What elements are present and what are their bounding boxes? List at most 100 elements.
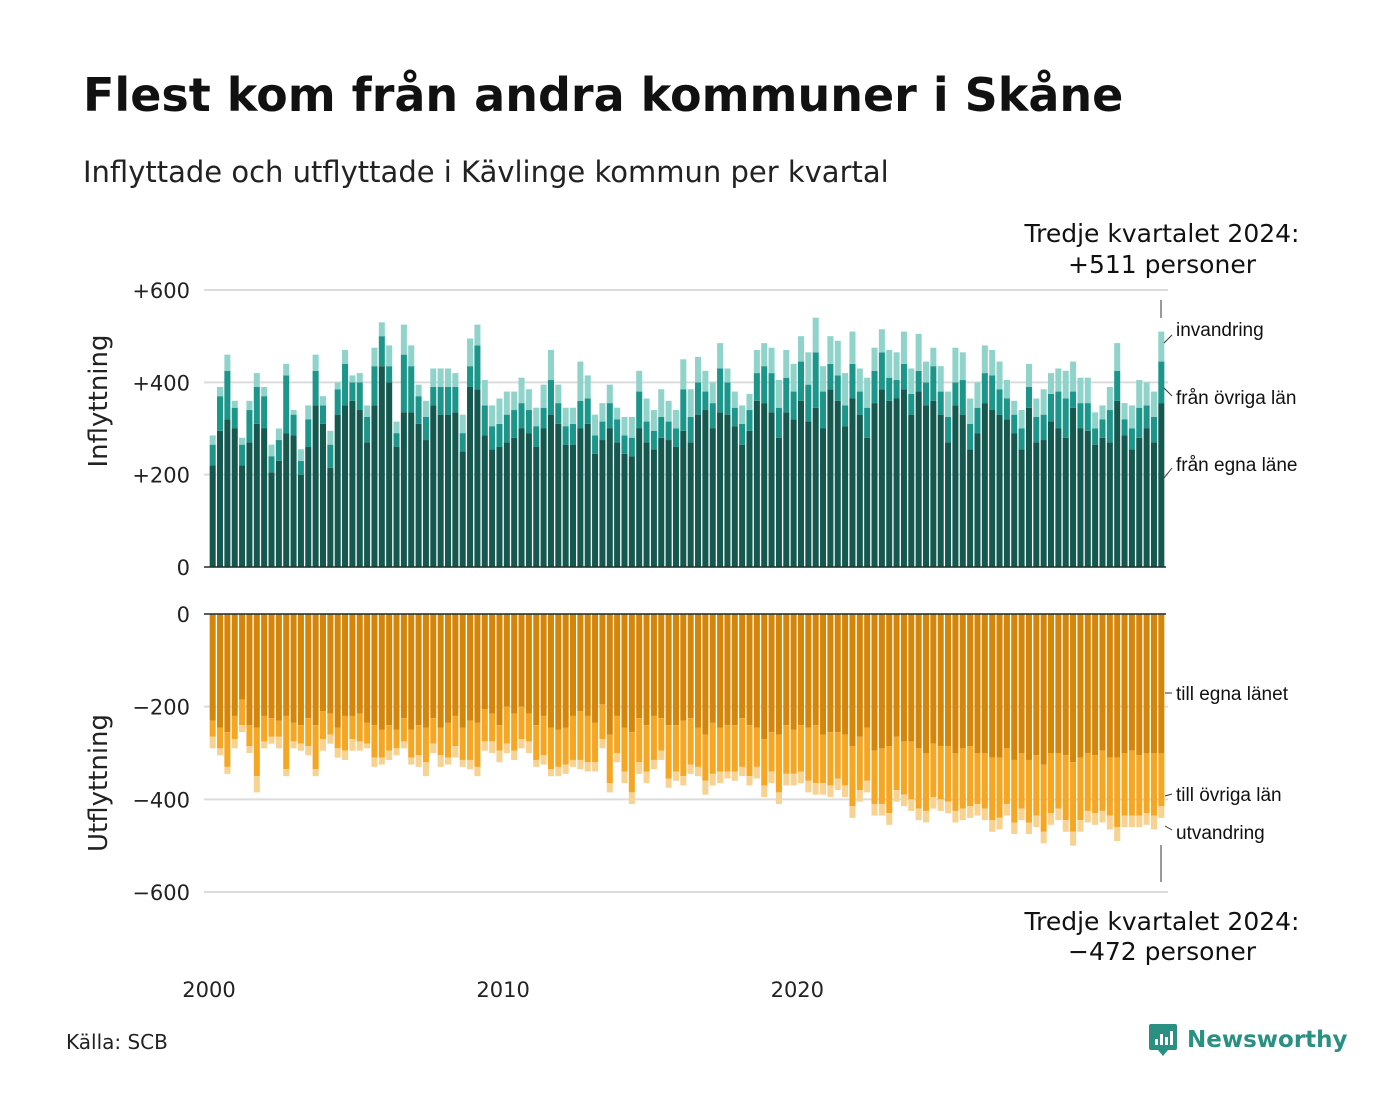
bar-in-fran-egna-lane xyxy=(319,423,326,567)
bar-out-utvandring xyxy=(783,773,790,786)
chart-title: Flest kom från andra kommuner i Skåne xyxy=(83,68,1124,122)
bar-out-till-ovriga-lan xyxy=(1114,757,1121,828)
bar-in-fran-egna-lane xyxy=(672,446,679,567)
bar-in-fran-egna-lane xyxy=(268,472,275,567)
bar-out-utvandring xyxy=(989,820,996,832)
bar-in-invandring xyxy=(856,368,863,392)
bar-out-till-egna-lanet xyxy=(996,614,1003,758)
bar-in-fran-ovriga-lan xyxy=(305,419,312,447)
bar-in-fran-egna-lane xyxy=(408,412,415,567)
bar-in-fran-egna-lane xyxy=(1070,407,1077,567)
bar-in-invandring xyxy=(922,361,930,383)
bar-in-invandring xyxy=(555,384,562,404)
bar-out-till-egna-lanet xyxy=(864,614,871,728)
bar-out-utvandring xyxy=(658,750,665,760)
bar-out-utvandring xyxy=(1084,810,1091,823)
bar-in-invandring xyxy=(937,366,944,392)
bar-in-fran-ovriga-lan xyxy=(959,380,966,415)
bar-out-utvandring xyxy=(467,759,474,770)
bar-in-fran-egna-lane xyxy=(967,449,974,567)
bar-in-fran-egna-lane xyxy=(570,444,577,567)
bar-in-fran-egna-lane xyxy=(386,382,393,567)
bar-in-invandring xyxy=(547,350,554,381)
bar-out-till-egna-lanet xyxy=(540,614,547,716)
bar-in-fran-ovriga-lan xyxy=(856,391,863,415)
bar-in-fran-egna-lane xyxy=(900,389,907,567)
bar-in-fran-ovriga-lan xyxy=(268,456,275,473)
bar-in-fran-egna-lane xyxy=(584,423,591,567)
bar-out-till-egna-lanet xyxy=(1092,614,1099,756)
bar-out-utvandring xyxy=(334,748,341,758)
bar-out-utvandring xyxy=(628,792,635,804)
bar-out-utvandring xyxy=(687,764,694,774)
bar-in-fran-egna-lane xyxy=(452,412,459,567)
bar-out-till-egna-lanet xyxy=(687,614,694,719)
bar-in-fran-ovriga-lan xyxy=(290,414,297,436)
bar-in-fran-ovriga-lan xyxy=(981,373,988,404)
bar-in-invandring xyxy=(268,444,275,457)
bar-in-fran-egna-lane xyxy=(709,428,716,567)
bar-in-fran-ovriga-lan xyxy=(1092,428,1099,445)
bar-out-utvandring xyxy=(474,766,481,777)
bar-in-fran-egna-lane xyxy=(592,453,599,567)
bar-out-utvandring xyxy=(937,799,944,811)
bar-out-till-ovriga-lan xyxy=(275,720,282,737)
bar-in-invandring xyxy=(1158,331,1165,362)
bar-out-till-ovriga-lan xyxy=(217,727,224,749)
bar-out-till-egna-lanet xyxy=(856,614,863,737)
bar-in-fran-ovriga-lan xyxy=(1150,416,1157,443)
bar-in-fran-egna-lane xyxy=(474,389,481,567)
bar-in-invandring xyxy=(209,435,216,445)
bar-in-invandring xyxy=(1003,380,1010,399)
bar-out-till-egna-lanet xyxy=(283,614,290,716)
bar-in-invandring xyxy=(996,361,1003,390)
bar-out-utvandring xyxy=(430,743,437,753)
bar-out-till-egna-lanet xyxy=(209,614,216,721)
bar-out-till-egna-lanet xyxy=(981,614,988,753)
bar-in-invandring xyxy=(503,391,510,415)
bar-out-till-egna-lanet xyxy=(364,614,371,723)
bar-out-till-ovriga-lan xyxy=(996,757,1003,818)
bar-in-fran-ovriga-lan xyxy=(900,363,907,390)
bar-in-fran-egna-lane xyxy=(261,428,268,567)
bar-in-fran-egna-lane xyxy=(849,398,856,567)
bar-in-invandring xyxy=(356,373,363,383)
bar-out-till-ovriga-lan xyxy=(606,734,613,784)
bar-in-fran-ovriga-lan xyxy=(319,405,326,424)
bar-in-invandring xyxy=(1062,370,1069,399)
bar-out-till-egna-lanet xyxy=(805,614,812,728)
bar-out-till-ovriga-lan xyxy=(283,715,290,770)
migration-chart: 0 +200 +400 +600 0 −200 −400 −600 2000 2010 2020 I… xyxy=(84,219,1299,1000)
bar-out-till-ovriga-lan xyxy=(636,718,643,763)
bar-out-till-ovriga-lan xyxy=(378,729,385,758)
bar-out-till-egna-lanet xyxy=(305,614,312,719)
bar-out-utvandring xyxy=(959,808,966,821)
bar-in-fran-ovriga-lan xyxy=(753,373,760,401)
bar-out-till-ovriga-lan xyxy=(1055,753,1062,809)
bar-out-till-egna-lanet xyxy=(636,614,643,719)
bar-in-fran-ovriga-lan xyxy=(724,382,731,415)
bar-in-fran-egna-lane xyxy=(1084,430,1091,567)
bar-out-till-egna-lanet xyxy=(1055,614,1062,753)
bar-in-fran-egna-lane xyxy=(702,410,709,567)
bar-out-till-egna-lanet xyxy=(827,614,834,733)
leader-fran-ovriga-lan xyxy=(1163,387,1173,397)
bar-in-invandring xyxy=(724,368,731,383)
bar-out-till-egna-lanet xyxy=(974,614,981,753)
bar-out-till-egna-lanet xyxy=(599,614,606,705)
bar-in-fran-ovriga-lan xyxy=(209,444,216,466)
bar-out-utvandring xyxy=(952,810,959,823)
bar-in-fran-egna-lane xyxy=(739,444,746,567)
bar-in-invandring xyxy=(989,350,996,376)
bar-in-invandring xyxy=(386,345,393,367)
bar-out-till-egna-lanet xyxy=(1070,614,1077,763)
bar-out-utvandring xyxy=(592,762,599,772)
bar-out-till-egna-lanet xyxy=(717,614,724,728)
bar-in-fran-egna-lane xyxy=(422,440,429,567)
bar-out-till-ovriga-lan xyxy=(415,725,422,756)
bar-in-fran-egna-lane xyxy=(393,446,400,567)
bar-out-utvandring xyxy=(790,773,797,786)
leader-fran-egna-lane xyxy=(1163,467,1173,479)
bar-in-invandring xyxy=(540,384,547,408)
bar-out-till-egna-lanet xyxy=(672,614,679,726)
